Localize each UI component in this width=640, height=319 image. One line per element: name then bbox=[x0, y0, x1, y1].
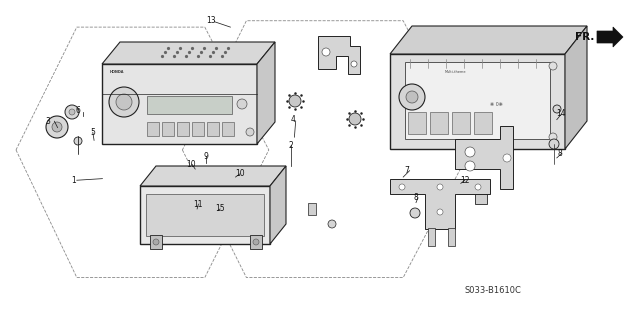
Bar bbox=[207, 122, 219, 136]
Bar bbox=[390, 54, 565, 149]
Polygon shape bbox=[318, 36, 360, 74]
Bar bbox=[452, 112, 470, 134]
Circle shape bbox=[475, 184, 481, 190]
Bar bbox=[146, 194, 264, 236]
Circle shape bbox=[52, 122, 62, 132]
Text: S033-B1610C: S033-B1610C bbox=[465, 286, 521, 295]
Text: 13: 13 bbox=[206, 16, 216, 25]
Circle shape bbox=[437, 209, 443, 215]
Text: Multi-theme: Multi-theme bbox=[445, 70, 467, 74]
Circle shape bbox=[69, 109, 75, 115]
Circle shape bbox=[253, 239, 259, 245]
Text: 9: 9 bbox=[204, 152, 209, 161]
Text: 5: 5 bbox=[90, 128, 95, 137]
Circle shape bbox=[116, 94, 132, 110]
Text: 11: 11 bbox=[194, 200, 203, 209]
Bar bbox=[162, 122, 174, 136]
Text: 8: 8 bbox=[413, 193, 419, 202]
Text: ❋ 0❋: ❋ 0❋ bbox=[490, 101, 503, 107]
Text: FR.: FR. bbox=[575, 32, 595, 42]
Bar bbox=[308, 203, 316, 215]
Circle shape bbox=[153, 239, 159, 245]
Text: 10: 10 bbox=[186, 160, 196, 169]
Text: 3: 3 bbox=[45, 117, 51, 126]
Circle shape bbox=[549, 133, 557, 141]
Circle shape bbox=[549, 139, 559, 149]
Text: 4: 4 bbox=[291, 115, 296, 124]
Circle shape bbox=[65, 105, 79, 119]
Circle shape bbox=[46, 116, 68, 138]
Text: 2: 2 bbox=[289, 141, 294, 150]
Text: 15: 15 bbox=[214, 204, 225, 213]
Circle shape bbox=[74, 137, 82, 145]
Text: 14: 14 bbox=[556, 109, 566, 118]
Text: 6: 6 bbox=[76, 106, 81, 115]
Text: 1: 1 bbox=[71, 176, 76, 185]
Circle shape bbox=[406, 91, 418, 103]
Bar bbox=[192, 122, 204, 136]
Bar bbox=[428, 228, 435, 246]
Circle shape bbox=[289, 95, 301, 107]
Text: 10: 10 bbox=[235, 169, 245, 178]
Bar bbox=[147, 96, 232, 114]
Bar bbox=[408, 112, 426, 134]
Text: 12: 12 bbox=[460, 176, 469, 185]
Circle shape bbox=[237, 99, 247, 109]
Circle shape bbox=[351, 61, 357, 67]
Circle shape bbox=[399, 84, 425, 110]
Bar bbox=[140, 186, 270, 244]
Polygon shape bbox=[140, 166, 286, 186]
Circle shape bbox=[349, 113, 361, 125]
Circle shape bbox=[322, 48, 330, 56]
Circle shape bbox=[553, 105, 561, 113]
Bar bbox=[102, 64, 257, 144]
Polygon shape bbox=[270, 166, 286, 244]
Bar bbox=[177, 122, 189, 136]
Circle shape bbox=[399, 184, 405, 190]
Bar bbox=[147, 122, 159, 136]
Text: 8: 8 bbox=[557, 149, 563, 158]
Bar bbox=[474, 112, 492, 134]
Bar bbox=[250, 235, 262, 249]
Polygon shape bbox=[455, 126, 513, 189]
Circle shape bbox=[503, 154, 511, 162]
Polygon shape bbox=[257, 42, 275, 144]
Polygon shape bbox=[102, 42, 275, 64]
Circle shape bbox=[246, 128, 254, 136]
Bar bbox=[222, 122, 234, 136]
Bar bbox=[405, 62, 550, 139]
Bar bbox=[448, 228, 455, 246]
Polygon shape bbox=[597, 27, 623, 47]
Polygon shape bbox=[390, 179, 490, 229]
Text: 7: 7 bbox=[404, 166, 409, 175]
Bar bbox=[150, 235, 162, 249]
Circle shape bbox=[437, 184, 443, 190]
Circle shape bbox=[109, 87, 139, 117]
Circle shape bbox=[549, 62, 557, 70]
Polygon shape bbox=[390, 26, 587, 54]
Bar bbox=[430, 112, 448, 134]
Circle shape bbox=[410, 208, 420, 218]
Text: HONDA: HONDA bbox=[110, 70, 125, 74]
Circle shape bbox=[465, 147, 475, 157]
Circle shape bbox=[328, 220, 336, 228]
Circle shape bbox=[465, 161, 475, 171]
Bar bbox=[475, 186, 487, 204]
Polygon shape bbox=[565, 26, 587, 149]
